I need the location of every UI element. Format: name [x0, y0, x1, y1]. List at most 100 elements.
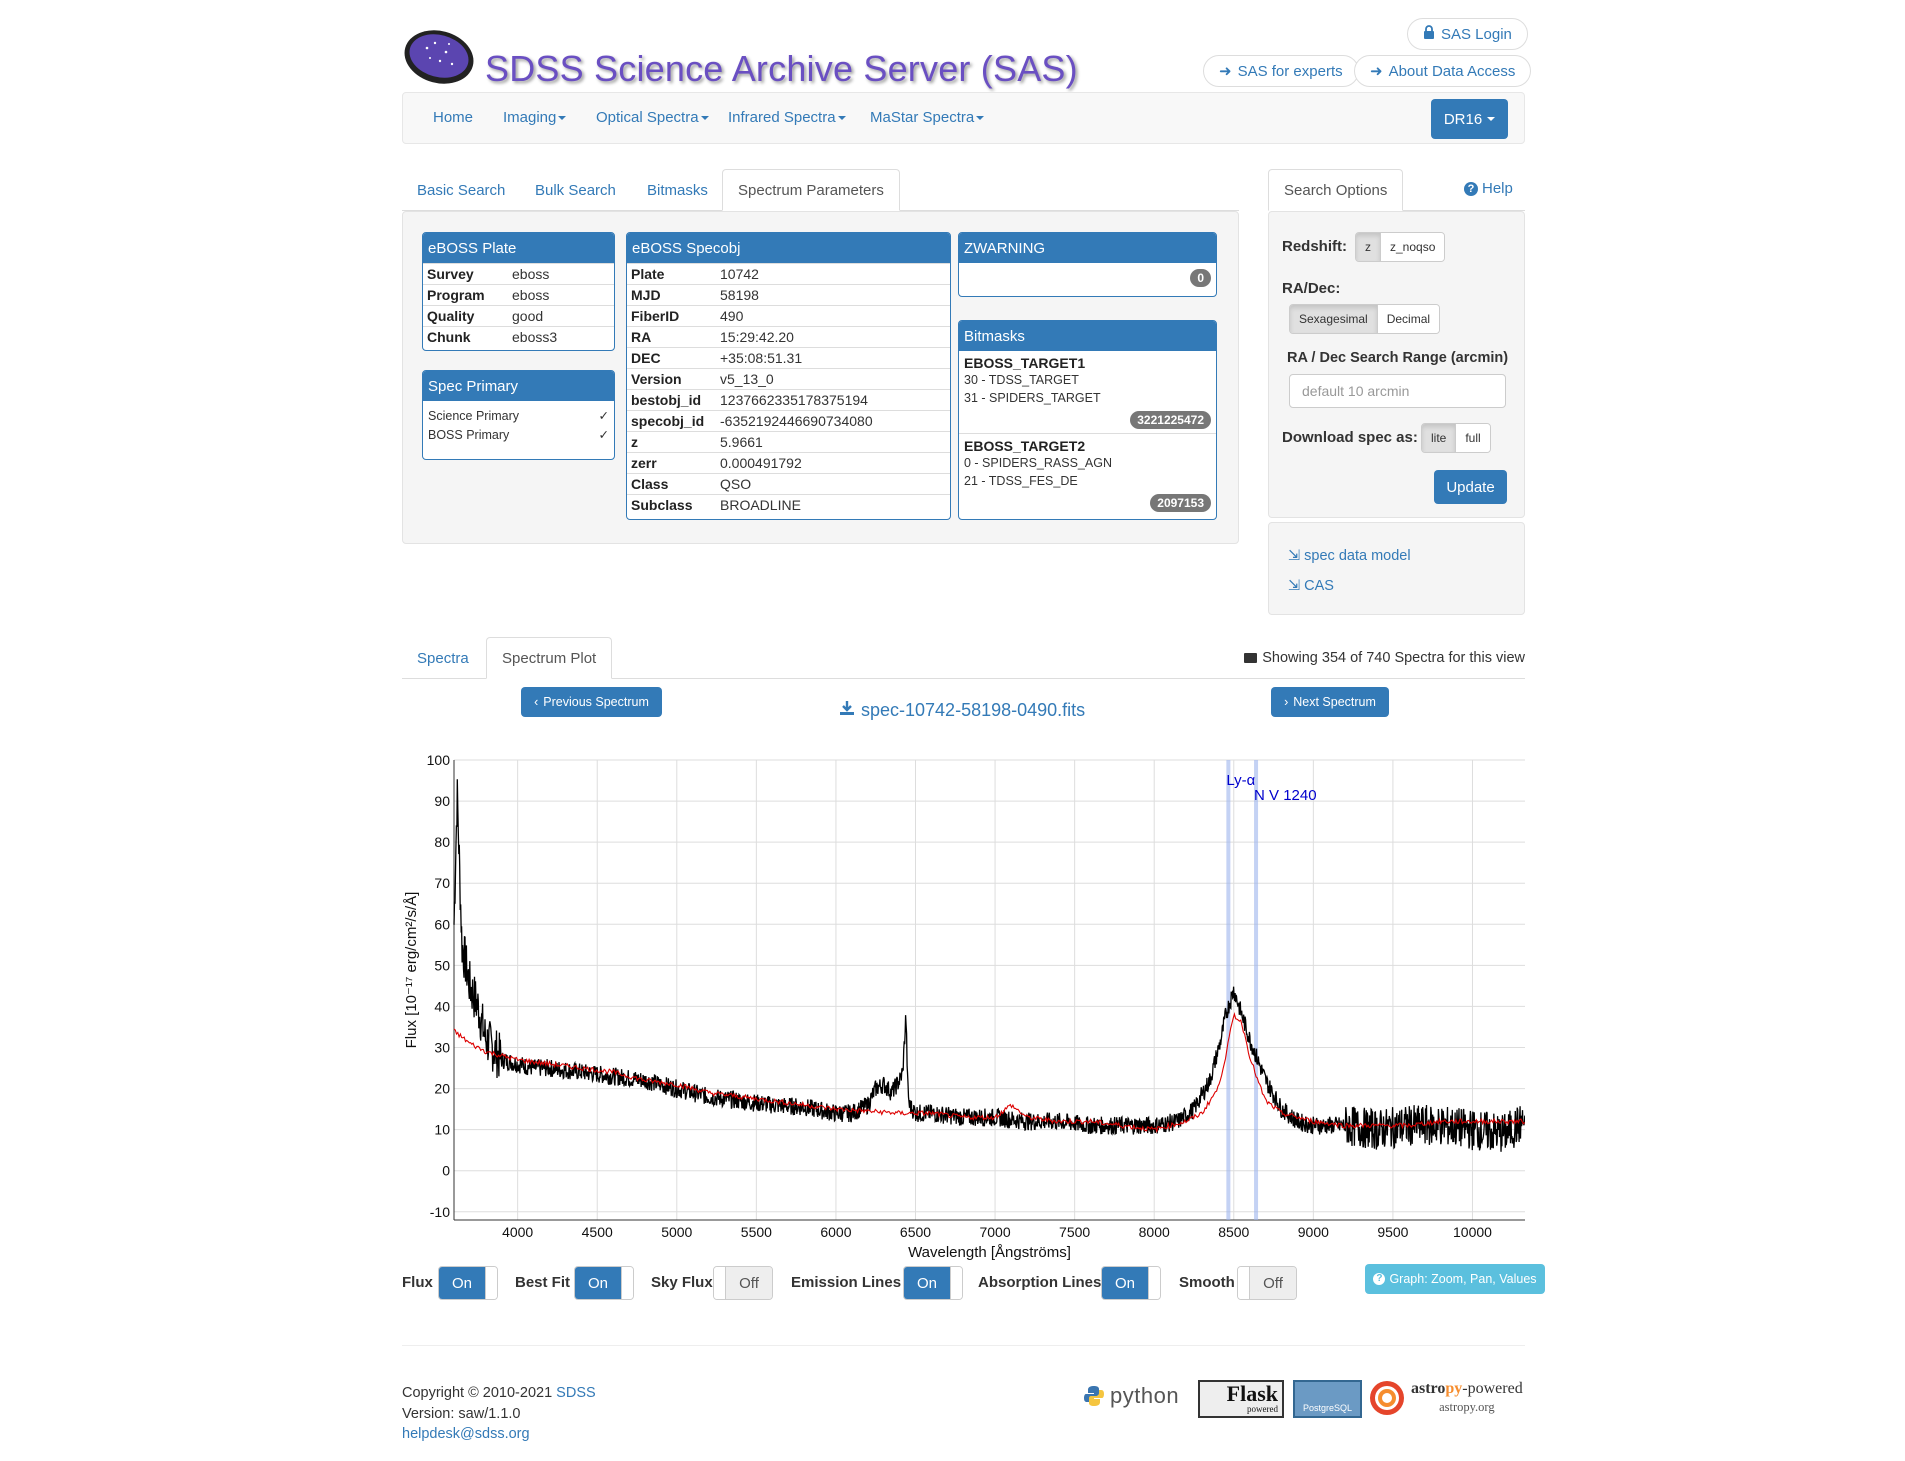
release-dropdown[interactable]: DR16	[1431, 99, 1508, 139]
radec-option-decimal[interactable]: Decimal	[1376, 305, 1440, 333]
absorption-lines-toggle[interactable]: On	[1101, 1266, 1161, 1300]
nav-imaging[interactable]: Imaging	[503, 109, 567, 126]
monitor-icon	[1244, 653, 1258, 663]
eboss-target1-bit: 30 - TDSS_TARGET	[964, 373, 1079, 387]
y-tick-label: 90	[434, 793, 450, 809]
download-spec-toggle[interactable]: lite full	[1421, 423, 1491, 453]
plate-row: Chunk eboss3	[423, 326, 614, 348]
update-button[interactable]: Update	[1434, 470, 1507, 504]
flask-logo[interactable]: Flask powered	[1198, 1380, 1284, 1418]
eboss-specobj-table: Plate 10742 MJD 58198 FiberID 490 RA 15:29:42.2…	[627, 263, 950, 516]
download-spec-label: Download spec as:	[1282, 429, 1418, 446]
caret-down-icon	[976, 116, 985, 121]
eboss-target1-badge: 3221225472	[1130, 411, 1211, 429]
download-option-full[interactable]: full	[1455, 424, 1490, 452]
plate-row: Survey eboss	[423, 263, 614, 285]
nav-optical-spectra[interactable]: Optical Spectra	[596, 109, 709, 126]
question-circle-icon: ?	[1464, 181, 1478, 196]
spec-data-model-link[interactable]: ⇲ spec data model	[1288, 548, 1411, 564]
python-logo[interactable]: python	[1082, 1383, 1179, 1409]
tab-basic-search[interactable]: Basic Search	[417, 181, 506, 199]
redshift-option-z[interactable]: z	[1356, 233, 1380, 261]
nav-mastar-spectra[interactable]: MaStar Spectra	[870, 109, 985, 126]
export-icon: ⇲	[1288, 548, 1301, 564]
tab-search-options[interactable]: Search Options	[1268, 169, 1404, 211]
sas-experts-button[interactable]: ➜ SAS for experts	[1203, 55, 1359, 87]
previous-spectrum-button[interactable]: ‹ Previous Spectrum	[521, 687, 662, 717]
tab-spectrum-parameters[interactable]: Spectrum Parameters	[722, 169, 900, 211]
y-tick-label: 30	[434, 1040, 450, 1056]
specobj-value: 5.9661	[716, 431, 950, 453]
search-options-tabs: Search Options	[1268, 169, 1525, 211]
specobj-key: Plate	[627, 263, 716, 285]
radec-option-sexagesimal[interactable]: Sexagesimal	[1290, 305, 1377, 333]
specobj-value: 10742	[716, 263, 950, 285]
specobj-value: 58198	[716, 284, 950, 306]
helpdesk-email-link[interactable]: helpdesk@sdss.org	[402, 1426, 530, 1442]
eboss-plate-table: Survey eboss Program eboss Quality good Chunk e…	[423, 263, 614, 348]
caret-down-icon	[558, 116, 567, 121]
nav-home[interactable]: Home	[433, 109, 474, 126]
specobj-row: RA 15:29:42.20	[627, 326, 950, 348]
sdss-logo[interactable]	[402, 28, 477, 86]
help-link[interactable]: ? Help	[1464, 180, 1513, 197]
specobj-value: QSO	[716, 473, 950, 495]
arrow-right-icon: ➜	[1370, 63, 1383, 80]
x-tick-label: 8500	[1218, 1224, 1249, 1240]
emission-lines-toggle[interactable]: On	[903, 1266, 963, 1300]
sas-login-button[interactable]: SAS Login	[1407, 18, 1528, 50]
spectrum-chart[interactable]: 4000 4500 5000 5500 6000 6500 7000 7500 8000 8500…	[396, 745, 1525, 1265]
radec-label: RA/Dec:	[1282, 280, 1341, 297]
nav-infrared-spectra[interactable]: Infrared Spectra	[728, 109, 846, 126]
postgresql-logo[interactable]: PostgreSQL	[1293, 1380, 1362, 1418]
tab-bitmasks[interactable]: Bitmasks	[647, 181, 708, 199]
tab-spectra[interactable]: Spectra	[417, 649, 469, 667]
spectrum-parameters-well: eBOSS Plate Survey eboss Program eboss Quali…	[402, 211, 1239, 544]
x-tick-label: 5000	[661, 1224, 692, 1240]
spec-primary-title: Spec Primary	[423, 371, 614, 401]
y-tick-label: 10	[434, 1122, 450, 1138]
footer-divider	[402, 1345, 1525, 1346]
tab-spectrum-plot[interactable]: Spectrum Plot	[486, 637, 613, 679]
specobj-row: DEC +35:08:51.31	[627, 347, 950, 369]
x-tick-label: 7000	[979, 1224, 1010, 1240]
specobj-row: bestobj_id 1237662335178375194	[627, 389, 950, 411]
about-data-access-button[interactable]: ➜ About Data Access	[1354, 55, 1532, 87]
specobj-key: z	[627, 431, 716, 453]
specobj-value: 1237662335178375194	[716, 389, 950, 411]
astropy-logo[interactable]: astropy-powered astropy.org	[1369, 1380, 1523, 1416]
search-options-well: Redshift: z z_noqso RA/Dec: Sexagesimal …	[1268, 211, 1525, 518]
radec-toggle[interactable]: Sexagesimal Decimal	[1289, 304, 1441, 334]
graph-help-button[interactable]: ? Graph: Zoom, Pan, Values	[1365, 1264, 1545, 1294]
tab-bulk-search[interactable]: Bulk Search	[535, 181, 616, 199]
redshift-option-z-noqso[interactable]: z_noqso	[1380, 233, 1445, 261]
spectrum-file-link[interactable]: spec-10742-58198-0490.fits	[839, 700, 1085, 721]
next-spectrum-button[interactable]: › Next Spectrum	[1271, 687, 1389, 717]
flux-toggle[interactable]: On	[438, 1266, 498, 1300]
zwarning-badge: 0	[1190, 269, 1211, 287]
download-option-lite[interactable]: lite	[1422, 424, 1456, 452]
zwarning-title: ZWARNING	[959, 233, 1216, 263]
search-range-input[interactable]: default 10 arcmin	[1289, 374, 1506, 408]
redshift-toggle[interactable]: z z_noqso	[1355, 232, 1446, 262]
specobj-key: FiberID	[627, 305, 716, 327]
eboss-plate-panel: eBOSS Plate Survey eboss Program eboss Quali…	[422, 232, 615, 351]
specobj-row: FiberID 490	[627, 305, 950, 327]
specobj-row: zerr 0.000491792	[627, 452, 950, 474]
redshift-label: Redshift:	[1282, 238, 1347, 255]
footer-text: Copyright © 2010-2021 SDSS Version: saw/…	[402, 1383, 596, 1445]
sky-flux-toggle-label: Sky Flux	[651, 1274, 713, 1291]
specobj-row: MJD 58198	[627, 284, 950, 306]
cas-link[interactable]: ⇲ CAS	[1288, 578, 1334, 594]
zwarning-panel: ZWARNING 0	[958, 232, 1217, 297]
eboss-target2-title: EBOSS_TARGET2	[964, 438, 1086, 454]
best-fit-toggle[interactable]: On	[574, 1266, 634, 1300]
plate-value: eboss	[508, 284, 614, 306]
sky-flux-toggle[interactable]: Off	[713, 1266, 773, 1300]
caret-down-icon	[700, 116, 709, 121]
smooth-toggle[interactable]: Off	[1237, 1266, 1297, 1300]
plate-key: Quality	[423, 305, 508, 327]
sdss-link[interactable]: SDSS	[556, 1385, 596, 1401]
specobj-value: v5_13_0	[716, 368, 950, 390]
y-tick-label: 0	[442, 1163, 450, 1179]
